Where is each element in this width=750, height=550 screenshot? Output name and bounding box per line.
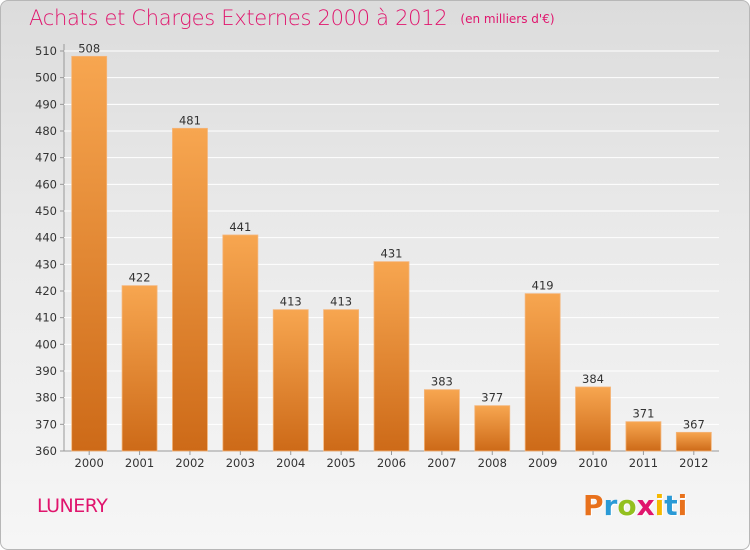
y-tick-label: 400 — [35, 337, 57, 351]
bar-2010 — [575, 386, 611, 452]
data-label-2012: 367 — [683, 417, 705, 431]
logo-letter: P — [583, 489, 604, 522]
data-label-2004: 413 — [280, 295, 302, 309]
x-tick-label-2009: 2009 — [528, 456, 557, 470]
logo-letter: t — [664, 489, 678, 522]
bar-2006 — [373, 261, 410, 452]
logo-letter: i — [677, 489, 688, 522]
logo-letter: o — [617, 489, 637, 522]
data-label-2003: 441 — [229, 220, 251, 234]
bar-2011 — [625, 421, 662, 452]
x-tick-label-2005: 2005 — [326, 456, 355, 470]
bar-2003 — [222, 234, 259, 452]
data-label-2007: 383 — [431, 375, 453, 389]
data-label-2008: 377 — [481, 391, 503, 405]
y-tick-label: 360 — [35, 444, 57, 458]
bar-2002 — [172, 127, 208, 452]
y-tick-label: 460 — [35, 177, 57, 191]
x-tick-label-2010: 2010 — [578, 456, 607, 470]
data-label-2005: 413 — [330, 295, 352, 309]
logo-letter: i — [654, 489, 665, 522]
y-tick-label: 410 — [35, 311, 57, 325]
data-label-2001: 422 — [129, 271, 151, 285]
bar-2008 — [474, 405, 511, 452]
x-tick-label-2007: 2007 — [427, 456, 456, 470]
x-tick-label-2008: 2008 — [478, 456, 507, 470]
x-tick-label-2012: 2012 — [679, 456, 708, 470]
y-tick-label: 420 — [35, 284, 57, 298]
data-label-2009: 419 — [532, 279, 554, 293]
y-tick-label: 510 — [35, 44, 57, 58]
bar-2001 — [121, 285, 158, 452]
y-tick-label: 440 — [35, 231, 57, 245]
bar-2012 — [675, 431, 712, 452]
data-label-2000: 508 — [78, 41, 100, 55]
bar-2000 — [71, 55, 108, 452]
x-tick-label-2004: 2004 — [276, 456, 305, 470]
x-tick-label-2002: 2002 — [175, 456, 204, 470]
proxiti-logo: Proxiti — [583, 489, 687, 522]
data-label-2010: 384 — [582, 372, 604, 386]
bar-2005 — [323, 309, 360, 452]
logo-letter: x — [636, 489, 655, 522]
y-tick-label: 470 — [35, 151, 57, 165]
bar-2004 — [272, 309, 309, 452]
bar-2007 — [423, 389, 460, 452]
x-tick-label-2011: 2011 — [629, 456, 658, 470]
y-tick-label: 370 — [35, 417, 57, 431]
y-tick-label: 450 — [35, 204, 57, 218]
commune-name: LUNERY — [37, 495, 108, 517]
y-tick-label: 480 — [35, 124, 57, 138]
x-tick-label-2003: 2003 — [226, 456, 255, 470]
data-label-2011: 371 — [632, 407, 654, 421]
y-tick-label: 500 — [35, 71, 57, 85]
y-tick-label: 490 — [35, 97, 57, 111]
x-tick-label-2000: 2000 — [75, 456, 104, 470]
y-tick-label: 430 — [35, 257, 57, 271]
y-tick-label: 380 — [35, 391, 57, 405]
chart-title-block: Achats et Charges Externes 2000 à 2012 (… — [29, 6, 555, 30]
bar-2009 — [524, 293, 561, 452]
logo-letter: r — [603, 489, 618, 522]
x-tick-label-2006: 2006 — [377, 456, 406, 470]
chart-title: Achats et Charges Externes 2000 à 2012 — [29, 6, 448, 30]
data-label-2002: 481 — [179, 113, 201, 127]
chart-subtitle: (en milliers d'€) — [460, 12, 555, 26]
y-tick-label: 390 — [35, 364, 57, 378]
data-label-2006: 431 — [381, 247, 403, 261]
x-tick-label-2001: 2001 — [125, 456, 154, 470]
